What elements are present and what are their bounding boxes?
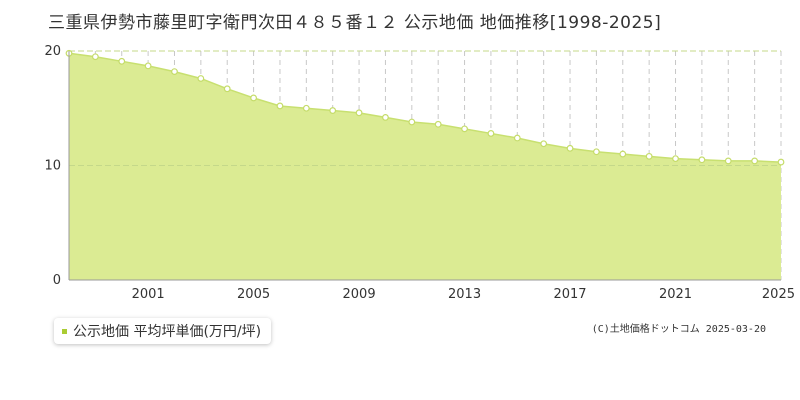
data-point bbox=[302, 104, 310, 112]
data-point bbox=[382, 114, 389, 121]
x-tick-label: 2001 bbox=[132, 287, 165, 302]
data-point bbox=[461, 125, 468, 133]
data-point bbox=[698, 156, 706, 164]
axis-layer bbox=[68, 51, 781, 281]
data-point bbox=[724, 157, 732, 165]
data-point bbox=[513, 134, 521, 142]
data-point bbox=[250, 94, 257, 102]
data-point bbox=[487, 130, 495, 137]
data-point bbox=[593, 148, 600, 156]
marker-layer bbox=[65, 49, 785, 166]
data-point bbox=[408, 118, 416, 126]
y-tick-label: 0 bbox=[53, 273, 61, 288]
data-point bbox=[144, 62, 152, 70]
x-tick-label: 2005 bbox=[237, 287, 270, 302]
x-tick-label: 2017 bbox=[553, 287, 586, 302]
data-point bbox=[434, 120, 442, 128]
data-point bbox=[645, 152, 653, 160]
x-tick-label: 2013 bbox=[448, 287, 481, 302]
data-point bbox=[118, 57, 126, 65]
x-tick-label: 2021 bbox=[659, 287, 692, 302]
data-point bbox=[751, 157, 759, 165]
y-tick-label: 20 bbox=[44, 44, 61, 59]
data-point bbox=[672, 155, 679, 163]
legend[interactable]: 公示地価 平均坪単価(万円/坪) bbox=[54, 318, 272, 344]
data-point bbox=[197, 75, 205, 82]
series-line bbox=[68, 52, 782, 163]
data-point bbox=[619, 150, 627, 158]
data-point bbox=[276, 102, 284, 110]
data-point bbox=[566, 144, 574, 152]
label-layer: 0 10 20 2001 2005 2009 2013 2017 2021 2025 bbox=[44, 44, 795, 302]
data-point bbox=[355, 109, 363, 117]
copyright-text: (C)土地価格ドットコム 2025-03-20 bbox=[591, 324, 766, 335]
series-area bbox=[69, 53, 781, 280]
legend-square-icon bbox=[62, 328, 67, 334]
data-point bbox=[91, 53, 99, 61]
x-tick-label: 2009 bbox=[343, 287, 376, 302]
data-point bbox=[540, 140, 548, 148]
chart-title: 三重県伊勢市藤里町字衛門次田４８５番１２ 公示地価 地価推移[1998-2025… bbox=[48, 13, 662, 33]
x-tick-label: 2025 bbox=[762, 287, 795, 302]
legend-label: 公示地価 平均坪単価(万円/坪) bbox=[73, 324, 262, 340]
data-point bbox=[777, 158, 785, 166]
y-tick-label: 10 bbox=[44, 159, 61, 174]
data-point bbox=[223, 85, 231, 93]
data-point bbox=[329, 107, 337, 114]
area-layer bbox=[68, 50, 782, 280]
data-point bbox=[171, 68, 178, 76]
